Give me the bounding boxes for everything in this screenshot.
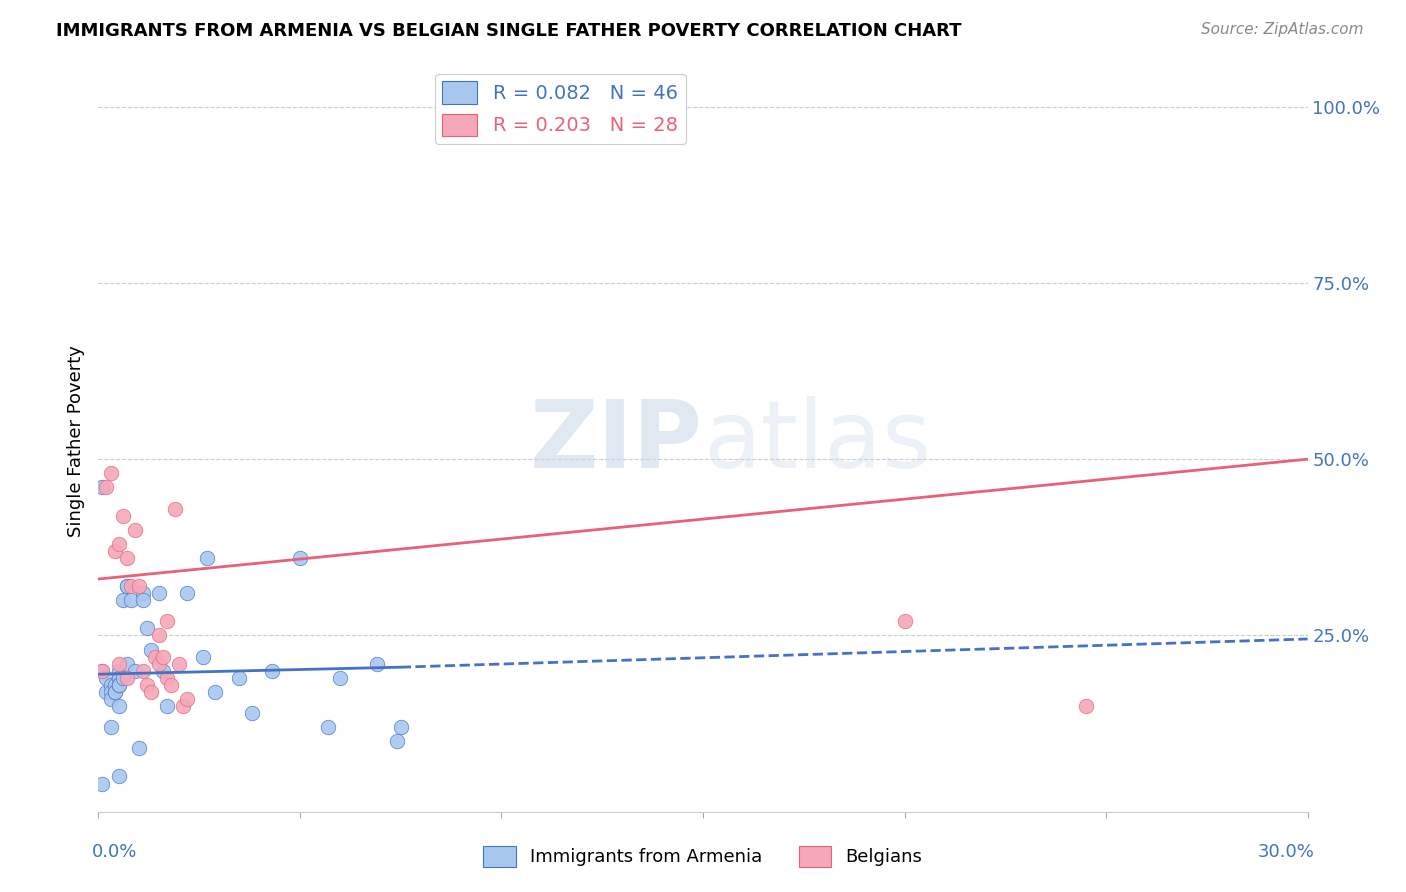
Point — [111, 508, 134, 523]
Point — [120, 579, 142, 593]
Text: 30.0%: 30.0% — [1258, 843, 1315, 861]
Point — [204, 685, 226, 699]
Point — [124, 664, 146, 678]
Point — [389, 720, 412, 734]
Text: 0.0%: 0.0% — [91, 843, 136, 861]
Point — [1074, 698, 1097, 713]
Point — [152, 664, 174, 678]
Point — [176, 586, 198, 600]
Point — [329, 671, 352, 685]
Point — [893, 615, 915, 629]
Point — [148, 586, 170, 600]
Point — [107, 671, 129, 685]
Point — [156, 671, 179, 685]
Point — [100, 720, 122, 734]
Legend: R = 0.082   N = 46, R = 0.203   N = 28: R = 0.082 N = 46, R = 0.203 N = 28 — [434, 74, 686, 144]
Point — [148, 628, 170, 642]
Y-axis label: Single Father Poverty: Single Father Poverty — [66, 345, 84, 538]
Point — [120, 593, 142, 607]
Point — [176, 692, 198, 706]
Point — [228, 671, 250, 685]
Point — [135, 621, 157, 635]
Point — [128, 579, 150, 593]
Point — [128, 741, 150, 756]
Point — [91, 664, 114, 678]
Point — [139, 642, 162, 657]
Point — [132, 664, 155, 678]
Point — [115, 550, 138, 565]
Point — [132, 586, 155, 600]
Point — [195, 550, 218, 565]
Point — [124, 523, 146, 537]
Point — [288, 550, 311, 565]
Point — [103, 685, 125, 699]
Point — [107, 678, 129, 692]
Text: Source: ZipAtlas.com: Source: ZipAtlas.com — [1201, 22, 1364, 37]
Point — [96, 480, 118, 494]
Legend: Immigrants from Armenia, Belgians: Immigrants from Armenia, Belgians — [477, 838, 929, 874]
Point — [139, 685, 162, 699]
Point — [96, 685, 118, 699]
Point — [240, 706, 263, 720]
Text: IMMIGRANTS FROM ARMENIA VS BELGIAN SINGLE FATHER POVERTY CORRELATION CHART: IMMIGRANTS FROM ARMENIA VS BELGIAN SINGL… — [56, 22, 962, 40]
Text: atlas: atlas — [703, 395, 931, 488]
Point — [96, 671, 118, 685]
Point — [100, 467, 122, 481]
Point — [107, 657, 129, 671]
Point — [107, 698, 129, 713]
Point — [115, 579, 138, 593]
Point — [115, 671, 138, 685]
Point — [385, 734, 408, 748]
Point — [115, 657, 138, 671]
Point — [366, 657, 388, 671]
Point — [148, 657, 170, 671]
Point — [103, 678, 125, 692]
Point — [172, 698, 194, 713]
Point — [100, 685, 122, 699]
Point — [135, 678, 157, 692]
Point — [107, 537, 129, 551]
Point — [160, 678, 183, 692]
Point — [156, 615, 179, 629]
Point — [91, 480, 114, 494]
Point — [163, 501, 186, 516]
Point — [100, 692, 122, 706]
Point — [193, 649, 215, 664]
Point — [152, 649, 174, 664]
Point — [156, 698, 179, 713]
Point — [107, 664, 129, 678]
Point — [167, 657, 190, 671]
Point — [260, 664, 283, 678]
Point — [143, 649, 166, 664]
Point — [111, 593, 134, 607]
Text: ZIP: ZIP — [530, 395, 703, 488]
Point — [91, 664, 114, 678]
Point — [107, 769, 129, 783]
Point — [111, 671, 134, 685]
Point — [91, 776, 114, 790]
Point — [107, 678, 129, 692]
Point — [115, 579, 138, 593]
Point — [316, 720, 339, 734]
Point — [103, 685, 125, 699]
Point — [132, 593, 155, 607]
Point — [103, 544, 125, 558]
Point — [100, 678, 122, 692]
